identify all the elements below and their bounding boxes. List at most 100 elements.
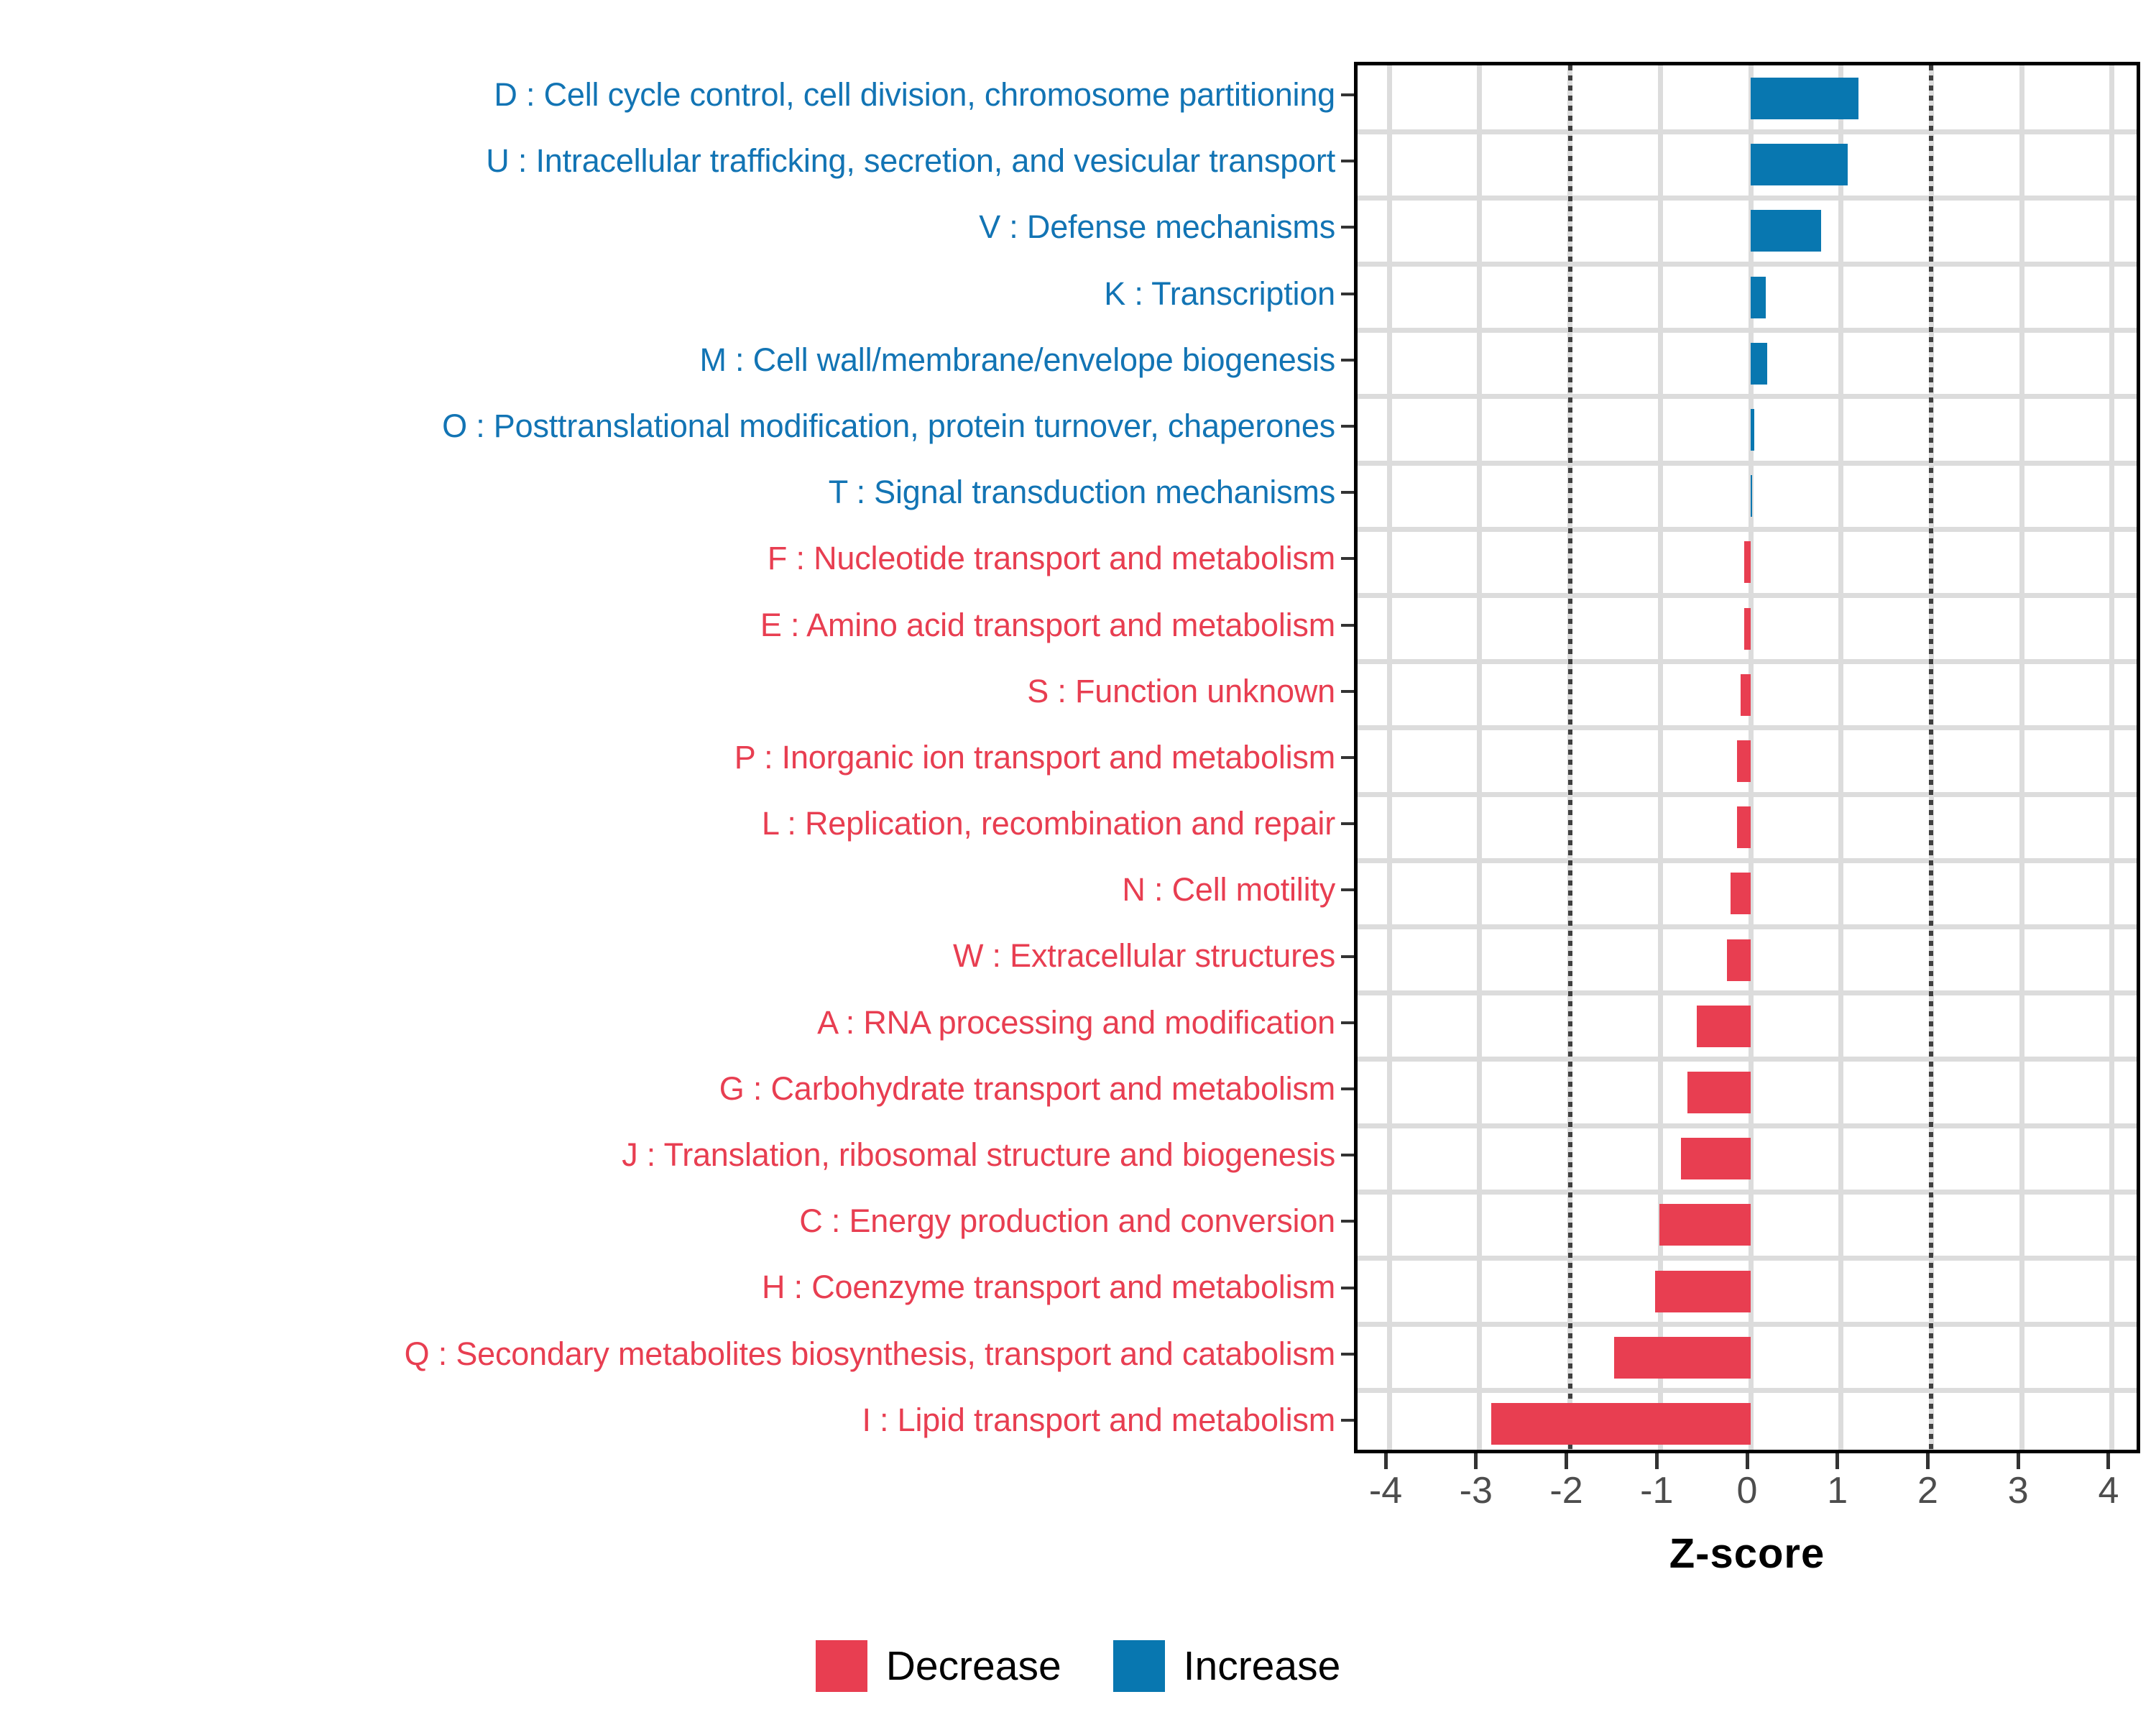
horizontal-gridline [1358, 460, 2137, 466]
y-axis-tick [1341, 358, 1354, 362]
bar [1751, 210, 1822, 252]
bar [1751, 475, 1752, 518]
reference-line-2 [1929, 65, 1934, 1450]
x-axis-tick-label: 4 [2098, 1470, 2119, 1512]
horizontal-gridline [1358, 526, 2137, 532]
y-axis-label: S : Function unknown [1027, 672, 1335, 709]
legend: Decrease Increase [0, 1623, 2156, 1709]
vertical-gridline [1748, 65, 1754, 1450]
y-axis-tick [1341, 491, 1354, 494]
bar [1654, 1270, 1751, 1312]
x-axis-tick [1474, 1453, 1478, 1469]
x-axis: -4 -3 -2 -1 0 1 2 3 4 [1354, 1453, 2140, 1540]
y-axis-tick [1341, 756, 1354, 759]
bar [1659, 1204, 1751, 1246]
x-axis-tick [1925, 1453, 1930, 1469]
bar [1731, 873, 1751, 915]
y-axis-label: D : Cell cycle control, cell division, c… [494, 76, 1335, 113]
horizontal-gridline [1358, 195, 2137, 201]
y-axis-label: O : Posttranslational modification, prot… [442, 407, 1335, 444]
y-axis-label: M : Cell wall/membrane/envelope biogenes… [699, 341, 1335, 378]
horizontal-gridline [1358, 262, 2137, 267]
y-axis-tick [1341, 1220, 1354, 1223]
horizontal-gridline [1358, 659, 2137, 665]
bar [1737, 806, 1751, 849]
horizontal-gridline [1358, 1322, 2137, 1328]
y-axis-tick [1341, 1087, 1354, 1090]
horizontal-gridline [1358, 394, 2137, 400]
x-axis-tick [2016, 1453, 2020, 1469]
legend-item-increase[interactable]: Increase [1112, 1640, 1341, 1692]
vertical-gridline [2019, 65, 2024, 1450]
x-axis-tick [2106, 1453, 2111, 1469]
y-axis-label: U : Intracellular trafficking, secretion… [486, 142, 1335, 180]
x-axis-tick-label: 2 [1917, 1470, 1938, 1512]
x-axis-tick-label: -2 [1549, 1470, 1583, 1512]
y-axis-tick [1341, 160, 1354, 163]
y-axis-label: H : Coenzyme transport and metabolism [762, 1269, 1335, 1306]
y-axis-label: J : Translation, ribosomal structure and… [622, 1136, 1335, 1174]
y-axis-label: V : Defense mechanisms [979, 208, 1335, 246]
y-axis-tick [1341, 557, 1354, 561]
x-axis-tick [1835, 1453, 1840, 1469]
bar [1751, 409, 1755, 451]
y-axis-label: C : Energy production and conversion [799, 1202, 1335, 1240]
y-axis-label: Q : Secondary metabolites biosynthesis, … [404, 1335, 1336, 1372]
y-axis-tick [1341, 689, 1354, 693]
horizontal-gridline [1358, 1057, 2137, 1062]
y-axis-tick [1341, 1418, 1354, 1422]
x-axis-tick-label: -4 [1368, 1470, 1403, 1512]
x-axis-tick-label: 1 [1827, 1470, 1848, 1512]
vertical-gridline [1657, 65, 1663, 1450]
horizontal-gridline [1358, 1255, 2137, 1261]
horizontal-gridline [1358, 129, 2137, 134]
y-axis-tick [1341, 226, 1354, 229]
bar [1741, 673, 1751, 716]
x-axis-tick-label: -1 [1640, 1470, 1674, 1512]
y-axis-tick [1341, 1021, 1354, 1024]
x-axis-tick-label: 0 [1736, 1470, 1758, 1512]
plot-panel [1354, 62, 2140, 1453]
bar [1681, 1138, 1751, 1180]
y-axis-category-labels: D : Cell cycle control, cell division, c… [0, 62, 1354, 1453]
y-axis-tick [1341, 888, 1354, 892]
x-axis-tick [1654, 1453, 1659, 1469]
bar [1737, 740, 1751, 782]
legend-item-decrease[interactable]: Decrease [815, 1640, 1061, 1692]
bar [1727, 939, 1751, 981]
horizontal-gridline [1358, 593, 2137, 599]
vertical-gridline [1477, 65, 1483, 1450]
bar [1744, 541, 1751, 584]
vertical-gridline [1838, 65, 1844, 1450]
bar [1751, 144, 1848, 186]
bar [1491, 1402, 1751, 1445]
y-axis-label: P : Inorganic ion transport and metaboli… [734, 738, 1335, 776]
y-axis-tick [1341, 954, 1354, 958]
horizontal-gridline [1358, 1189, 2137, 1195]
x-axis-tick-label: 3 [2007, 1470, 2029, 1512]
legend-swatch-increase [1112, 1640, 1165, 1692]
x-axis-tick [1383, 1453, 1388, 1469]
bar [1696, 1005, 1751, 1047]
horizontal-gridline [1358, 1388, 2137, 1394]
y-axis-tick [1341, 425, 1354, 428]
horizontal-gridline [1358, 791, 2137, 797]
y-axis-label: L : Replication, recombination and repai… [761, 805, 1335, 842]
x-axis-title: Z-score [1669, 1530, 1825, 1577]
y-axis-label: K : Transcription [1104, 275, 1335, 312]
y-axis-label: I : Lipid transport and metabolism [862, 1401, 1335, 1438]
y-axis-label: N : Cell motility [1122, 871, 1335, 908]
horizontal-gridline [1358, 857, 2137, 863]
horizontal-gridline [1358, 725, 2137, 731]
y-axis-tick [1341, 623, 1354, 627]
horizontal-gridline [1358, 1123, 2137, 1128]
y-axis-tick [1341, 1286, 1354, 1289]
horizontal-gridline [1358, 328, 2137, 334]
legend-label-increase: Increase [1183, 1643, 1341, 1689]
y-axis-tick [1341, 93, 1354, 97]
y-axis-label: W : Extracellular structures [952, 937, 1335, 975]
y-axis-label: G : Carbohydrate transport and metabolis… [719, 1070, 1335, 1107]
vertical-gridline [2109, 65, 2115, 1450]
bar [1687, 1071, 1751, 1113]
